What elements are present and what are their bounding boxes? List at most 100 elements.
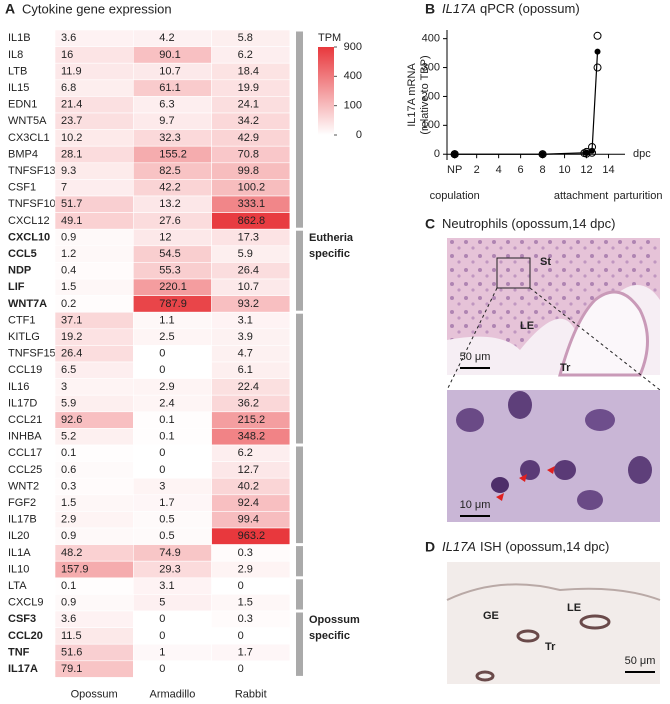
cell-value: 6.2: [238, 49, 253, 61]
column-label: Opossum: [71, 688, 118, 700]
cell-value: 55.3: [159, 265, 180, 277]
cell-value: 3: [159, 480, 165, 492]
group-bar: [296, 546, 303, 577]
row-label: CCL25: [8, 464, 42, 476]
panel-label: A: [5, 1, 15, 17]
heatmap-cell: [133, 461, 212, 479]
group-bar: [296, 612, 303, 676]
title-text: Neutrophils (opossum,14 dpc): [442, 216, 615, 231]
cell-value: 2.5: [159, 331, 174, 343]
cell-value: 74.9: [159, 547, 180, 559]
cell-value: 10.2: [61, 132, 82, 144]
row-label: BMP4: [8, 148, 38, 160]
cell-value: 0: [238, 630, 244, 642]
row-label: IL16: [8, 381, 29, 393]
cell-value: 4.2: [159, 32, 174, 44]
cell-value: 220.1: [159, 281, 187, 293]
cell-value: 99.8: [238, 165, 259, 177]
row-label: IL20: [8, 530, 29, 542]
panel-title: Neutrophils (opossum,14 dpc): [442, 216, 615, 231]
panel-label: B: [425, 1, 435, 17]
cell-value: 1.5: [61, 497, 76, 509]
row-label: IL17B: [8, 514, 37, 526]
x-tick-label: NP: [447, 164, 462, 176]
cell-value: 93.2: [238, 298, 259, 310]
heatmap-cell: [211, 627, 291, 645]
cell-value: 5: [159, 597, 165, 609]
cell-value: 1.7: [159, 497, 174, 509]
y-tick-label: 0: [434, 148, 440, 160]
heatmap-cell: [133, 594, 212, 612]
row-label: IL1B: [8, 32, 31, 44]
cell-value: 155.2: [159, 148, 187, 160]
cell-value: 0: [159, 348, 165, 360]
row-label: CXCL9: [8, 597, 43, 609]
heatmap-cell: [133, 643, 212, 662]
cell-value: 1.7: [238, 646, 253, 658]
cell-value: 19.9: [238, 82, 259, 94]
cell-value: 3.6: [61, 32, 76, 44]
cell-value: 6.1: [238, 364, 253, 376]
group-label: specific: [309, 630, 350, 642]
cell-value: 92.4: [238, 497, 259, 509]
cell-value: 16: [61, 49, 73, 61]
cell-value: 0: [159, 464, 165, 476]
panel-label: C: [425, 216, 435, 232]
heatmap-cell: [133, 345, 212, 363]
cell-value: 5.9: [61, 397, 76, 409]
cell-value: 862.8: [238, 215, 266, 227]
group-bar: [296, 230, 303, 311]
cell-value: 90.1: [159, 49, 180, 61]
cell-value: 0.1: [159, 431, 174, 443]
cell-value: 12.7: [238, 464, 259, 476]
row-label: WNT2: [8, 480, 39, 492]
cell-value: 3: [61, 381, 67, 393]
row-label: WNT7A: [8, 298, 47, 310]
cell-value: 0.1: [61, 580, 76, 592]
row-label: IL17D: [8, 397, 37, 409]
cell-value: 32.3: [159, 132, 180, 144]
cell-value: 42.9: [238, 132, 259, 144]
y-tick-label: 300: [422, 61, 440, 73]
cell-value: 34.2: [238, 115, 259, 127]
data-point: [583, 149, 590, 156]
colorbar-tick-label: 900: [344, 41, 362, 53]
heatmap-cell: [211, 660, 291, 678]
cell-value: 1: [159, 646, 165, 658]
cell-value: 13.2: [159, 198, 180, 210]
cell-value: 333.1: [238, 198, 266, 210]
cell-value: 6.3: [159, 99, 174, 111]
cell-value: 2.9: [61, 514, 76, 526]
cell-value: 100.2: [238, 182, 266, 194]
row-label: TNFSF13: [8, 165, 56, 177]
heatmap-cell: [133, 228, 212, 247]
cell-value: 0.9: [61, 231, 76, 243]
cell-value: 48.2: [61, 547, 82, 559]
data-point: [593, 63, 602, 72]
row-label: CCL17: [8, 447, 42, 459]
cell-value: 6.2: [238, 447, 253, 459]
panel-label: D: [425, 539, 435, 555]
cell-value: 2.9: [159, 381, 174, 393]
cell-value: 27.6: [159, 215, 180, 227]
cell-value: 2.9: [238, 563, 253, 575]
cell-value: 3.6: [61, 613, 76, 625]
column-label: Rabbit: [235, 688, 267, 700]
row-label: CCL5: [8, 248, 37, 260]
annotation: attachment: [554, 190, 608, 202]
cell-value: 1.5: [61, 281, 76, 293]
cell-value: 348.2: [238, 431, 266, 443]
row-label: IL10: [8, 563, 29, 575]
x-tick-label: 4: [496, 164, 502, 176]
cell-value: 51.6: [61, 646, 82, 658]
row-label: LTB: [8, 65, 27, 77]
cell-value: 92.6: [61, 414, 82, 426]
micrograph-d: [446, 562, 661, 684]
panel-title: IL17A qPCR (opossum): [442, 1, 580, 16]
title-italic: IL17A: [442, 1, 476, 16]
cell-value: 11.9: [61, 65, 82, 77]
cell-value: 36.2: [238, 397, 259, 409]
cell-value: 0: [238, 663, 244, 675]
cell-value: 82.5: [159, 165, 180, 177]
